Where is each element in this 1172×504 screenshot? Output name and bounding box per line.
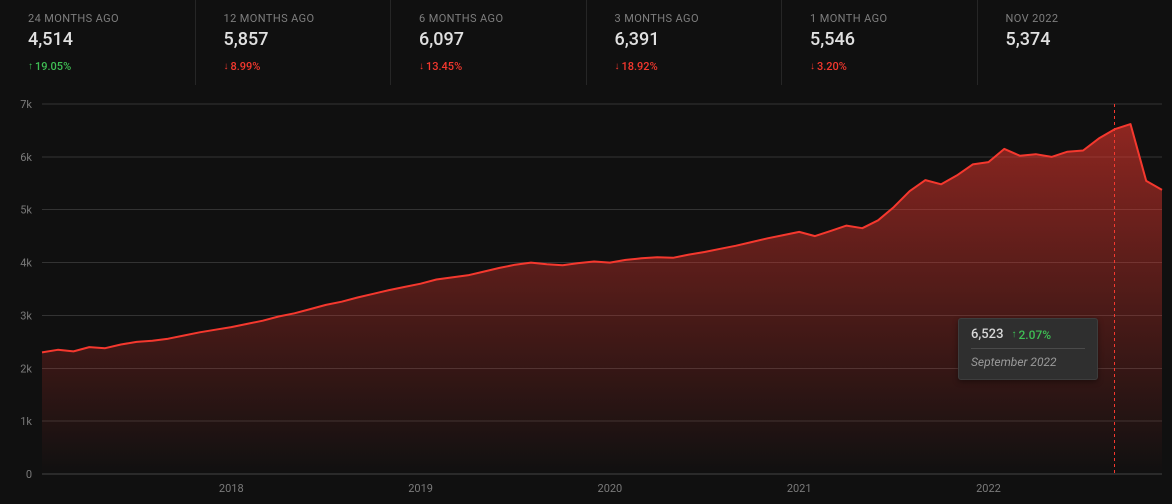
stat-value: 5,546 bbox=[810, 29, 977, 50]
arrow-down-icon: ↓ bbox=[810, 61, 815, 72]
y-axis-label: 5k bbox=[20, 204, 32, 217]
stat-card: 24 MONTHS AGO 4,514 ↑19.05% bbox=[0, 0, 196, 85]
chart-tooltip: 6,523 ↑ 2.07% September 2022 bbox=[958, 318, 1098, 380]
y-axis-label: 4k bbox=[20, 257, 32, 270]
stat-change: ↓13.45% bbox=[419, 60, 462, 73]
stat-value: 5,857 bbox=[224, 29, 391, 50]
arrow-down-icon: ↓ bbox=[224, 61, 229, 72]
y-axis-label: 1k bbox=[20, 415, 32, 428]
stat-label: 24 MONTHS AGO bbox=[28, 12, 195, 25]
x-axis-label: 2021 bbox=[787, 482, 812, 495]
y-axis-label: 3k bbox=[20, 309, 32, 322]
stat-card: 12 MONTHS AGO 5,857 ↓8.99% bbox=[196, 0, 392, 85]
stat-card: 6 MONTHS AGO 6,097 ↓13.45% bbox=[391, 0, 587, 85]
arrow-down-icon: ↓ bbox=[419, 61, 424, 72]
arrow-down-icon: ↓ bbox=[615, 61, 620, 72]
series-area bbox=[42, 124, 1162, 474]
stat-change: ↓8.99% bbox=[224, 60, 261, 73]
stat-label: NOV 2022 bbox=[1006, 12, 1172, 25]
arrow-up-icon: ↑ bbox=[28, 61, 33, 72]
stat-value: 6,391 bbox=[615, 29, 782, 50]
stat-label: 6 MONTHS AGO bbox=[419, 12, 586, 25]
stat-label: 12 MONTHS AGO bbox=[224, 12, 391, 25]
stat-change: ↓18.92% bbox=[615, 60, 658, 73]
arrow-up-icon: ↑ bbox=[1011, 329, 1016, 340]
area-chart[interactable]: 0 1k 2k 3k 4k 5k 6k 7k 2018 2019 2020 2021 2022 bbox=[0, 86, 1172, 504]
stat-value: 6,097 bbox=[419, 29, 586, 50]
stat-label: 1 MONTH AGO bbox=[810, 12, 977, 25]
dashboard-root: 24 MONTHS AGO 4,514 ↑19.05% 12 MONTHS AGO 5,… bbox=[0, 0, 1172, 504]
y-axis-label: 7k bbox=[20, 98, 32, 111]
y-axis-label: 0 bbox=[26, 468, 32, 481]
stat-change: ↓3.20% bbox=[810, 60, 847, 73]
stat-card: 1 MONTH AGO 5,546 ↓3.20% bbox=[782, 0, 978, 85]
y-axis-label: 6k bbox=[20, 151, 32, 164]
x-axis-label: 2019 bbox=[408, 482, 433, 495]
chart-area[interactable]: 0 1k 2k 3k 4k 5k 6k 7k 2018 2019 2020 2021 2022 6,52… bbox=[0, 86, 1172, 504]
stat-card: NOV 2022 5,374 bbox=[978, 0, 1172, 85]
x-axis-label: 2020 bbox=[598, 482, 623, 495]
y-axis-label: 2k bbox=[20, 362, 32, 375]
stat-card: 3 MONTHS AGO 6,391 ↓18.92% bbox=[587, 0, 783, 85]
tooltip-value: 6,523 bbox=[971, 327, 1003, 342]
stat-change: ↑19.05% bbox=[28, 60, 71, 73]
tooltip-date: September 2022 bbox=[971, 355, 1085, 369]
stat-value: 4,514 bbox=[28, 29, 195, 50]
x-axis-label: 2018 bbox=[219, 482, 244, 495]
tooltip-change: ↑ 2.07% bbox=[1011, 328, 1051, 342]
stat-value: 5,374 bbox=[1006, 29, 1172, 50]
stat-label: 3 MONTHS AGO bbox=[615, 12, 782, 25]
stats-row: 24 MONTHS AGO 4,514 ↑19.05% 12 MONTHS AGO 5,… bbox=[0, 0, 1172, 85]
x-axis-label: 2022 bbox=[976, 482, 1001, 495]
